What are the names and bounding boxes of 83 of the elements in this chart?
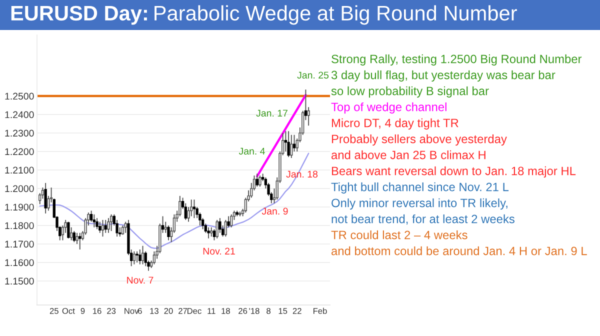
candlestick	[92, 214, 96, 228]
y-tick-label: 1.2200	[5, 148, 34, 156]
x-tick-label: 8	[266, 308, 270, 314]
candlestick	[136, 250, 138, 263]
y-tick-label: 1.1800	[5, 222, 34, 230]
candlestick	[70, 226, 73, 241]
y-tick-label: 1.1700	[5, 240, 34, 248]
candlestick	[98, 221, 102, 234]
candlestick	[107, 218, 110, 234]
x-tick-label: 27	[178, 308, 187, 314]
x-tick-label: 22	[292, 308, 302, 314]
candlestick	[290, 134, 293, 158]
annotation: Nov. 21	[203, 248, 235, 255]
text: Probably sellers above yesterday	[332, 134, 507, 146]
candlestick	[192, 199, 196, 219]
candlestick	[67, 221, 70, 239]
y-tick-label: 1.1600	[5, 259, 34, 266]
candlestick	[124, 221, 127, 234]
x-tick-label: 11	[208, 308, 216, 314]
y-tick-label: 1.2400	[5, 111, 34, 118]
x-tick-label: Feb	[314, 308, 327, 314]
x-tick-label: 6	[138, 308, 142, 314]
text: and bottom could be around Jan. 4 H or Jan. 9 L	[332, 246, 587, 256]
chart-title: EURUSD Day: Parabolic Wedge at Big Round Number	[11, 5, 517, 25]
text: TR could last 2 – 4 weeks	[331, 230, 468, 240]
candlestick	[307, 106, 310, 126]
y-tick-label: 1.2100	[5, 166, 34, 174]
candlestick	[210, 226, 213, 238]
x-tick-label: '18	[249, 308, 260, 314]
candlestick	[292, 134, 296, 152]
text: Bears want reversal down to Jan. 18 major HL	[332, 166, 576, 178]
text: so low probability B signal bar	[331, 86, 489, 98]
x-tick-label: 26	[238, 308, 248, 314]
candlestick	[256, 173, 258, 188]
x-tick-label: 20	[164, 308, 173, 314]
x-tick-label: Oct	[62, 308, 75, 314]
annotation: Jan. 9	[262, 208, 288, 215]
text: not bear trend, for at least 2 weeks	[332, 214, 514, 225]
x-tick-label: 16	[93, 308, 102, 314]
x-tick-label: 23	[107, 308, 116, 314]
text: Tight bull channel since Nov. 21 L	[331, 182, 509, 194]
annotation: Jan. 4	[238, 148, 265, 155]
candlestick	[258, 175, 262, 188]
text: Strong Rally, testing 1.2500 Big Round Number	[332, 54, 582, 66]
annotation: Jan. 17	[256, 110, 288, 117]
text: 3 day bull flag, but yesterday was bear bar	[331, 70, 556, 82]
x-tick-label: 25	[50, 308, 58, 314]
candlestick	[121, 224, 124, 236]
candlestick	[207, 226, 210, 239]
candlestick	[138, 249, 142, 265]
candlestick	[110, 214, 113, 232]
candlestick	[224, 219, 227, 238]
annotation: Jan. 25	[297, 72, 329, 79]
y-tick-label: 1.2300	[5, 130, 34, 137]
text: Only minor reversal into TR likely,	[332, 198, 508, 210]
x-tick-label: 15	[278, 308, 288, 314]
x-tick-label: 18	[222, 308, 230, 314]
text: Micro DT, 4 day tight TR	[332, 118, 458, 130]
x-tick-label: Dec	[187, 308, 202, 314]
candlestick	[287, 130, 290, 158]
text: and above Jan 25 B climax H	[332, 150, 486, 160]
x-tick-label: 13	[150, 308, 158, 314]
x-tick-label: 9	[80, 308, 85, 314]
annotation: Nov. 7	[127, 276, 154, 284]
candlestick	[167, 224, 170, 241]
y-tick-label: 1.2000	[5, 185, 34, 192]
y-tick-label: 1.1900	[5, 204, 34, 211]
candlestick	[141, 245, 144, 265]
candlestick	[230, 214, 233, 228]
candlestick	[104, 219, 107, 234]
candlestick	[218, 218, 222, 234]
candlestick	[132, 250, 136, 265]
candlestick	[96, 218, 98, 230]
y-tick-label: 1.1500	[5, 278, 34, 285]
candlestick	[78, 232, 82, 250]
candlestick	[216, 219, 218, 239]
candlestick	[44, 182, 47, 214]
text: Top of wedge channel	[331, 102, 446, 114]
x-tick-label: Nov	[124, 308, 139, 314]
candlestick	[101, 219, 104, 238]
annotation: Jan. 18	[286, 170, 318, 178]
y-tick-label: 1.2500	[5, 92, 34, 100]
candlestick	[72, 230, 76, 243]
